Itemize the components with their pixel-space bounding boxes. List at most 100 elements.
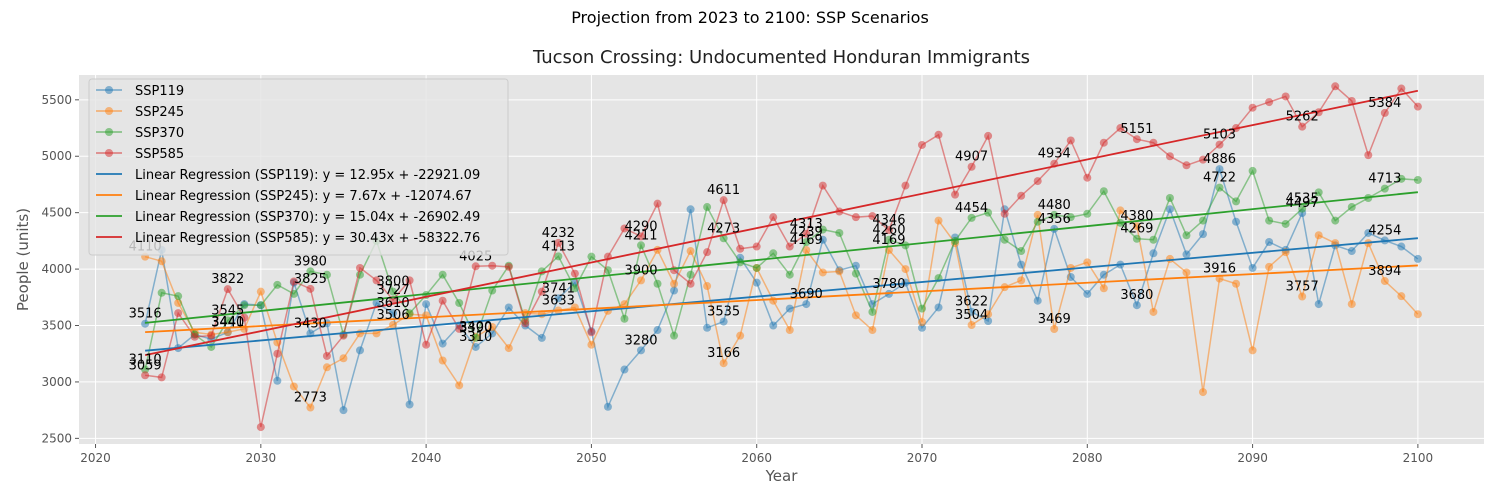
data-point bbox=[918, 323, 926, 332]
data-point bbox=[851, 269, 860, 278]
y-tick-label: 4000 bbox=[41, 262, 72, 276]
data-point bbox=[1248, 103, 1257, 112]
data-point bbox=[802, 229, 811, 238]
data-point bbox=[1347, 300, 1356, 309]
data-point bbox=[703, 248, 712, 257]
data-point bbox=[1331, 216, 1340, 225]
data-point bbox=[223, 285, 232, 294]
data-point bbox=[1413, 310, 1422, 319]
data-point bbox=[471, 262, 480, 271]
data-annotation: 3980 bbox=[294, 254, 327, 269]
data-point bbox=[1265, 262, 1274, 271]
data-point bbox=[1248, 166, 1257, 175]
chart-title: Tucson Crossing: Undocumented Honduran I… bbox=[532, 47, 1030, 68]
data-point bbox=[322, 351, 331, 360]
data-point bbox=[785, 270, 794, 279]
legend-label: Linear Regression (SSP585): y = 30.43x +… bbox=[135, 231, 480, 246]
data-annotation: 3390 bbox=[459, 321, 492, 336]
data-point bbox=[653, 326, 662, 335]
data-point bbox=[736, 331, 745, 340]
data-point bbox=[1033, 177, 1042, 186]
data-point bbox=[603, 402, 612, 411]
legend-marker bbox=[105, 149, 113, 157]
data-point bbox=[884, 235, 893, 244]
data-point bbox=[521, 319, 530, 328]
x-tick-label: 2100 bbox=[1403, 451, 1434, 465]
data-point bbox=[1116, 206, 1125, 215]
data-point bbox=[1182, 250, 1191, 259]
data-point bbox=[240, 301, 249, 310]
data-point bbox=[174, 292, 183, 301]
data-annotation: 4169 bbox=[872, 233, 905, 248]
x-axis-label: Year bbox=[765, 467, 799, 485]
data-point bbox=[1265, 238, 1274, 247]
data-point bbox=[405, 400, 414, 409]
x-tick-label: 2020 bbox=[80, 451, 111, 465]
data-point bbox=[537, 333, 546, 342]
data-point bbox=[1149, 249, 1158, 258]
data-point bbox=[1066, 136, 1075, 145]
data-point bbox=[967, 321, 976, 330]
data-point bbox=[256, 301, 265, 310]
data-point bbox=[422, 300, 431, 309]
data-annotation: 4356 bbox=[1038, 212, 1071, 227]
y-tick-label: 4500 bbox=[41, 206, 72, 220]
data-point bbox=[719, 317, 728, 326]
data-point bbox=[306, 284, 315, 293]
data-annotation: 4269 bbox=[1120, 222, 1153, 237]
data-point bbox=[802, 238, 811, 247]
x-tick-label: 2050 bbox=[576, 451, 607, 465]
data-point bbox=[273, 280, 282, 289]
data-point bbox=[554, 252, 563, 261]
data-annotation: 5262 bbox=[1286, 110, 1319, 125]
data-point bbox=[1017, 260, 1026, 269]
data-point bbox=[1116, 124, 1125, 133]
legend-label: SSP245 bbox=[135, 105, 184, 120]
data-point bbox=[703, 203, 712, 212]
legend-marker bbox=[105, 128, 113, 136]
data-point bbox=[455, 298, 464, 307]
data-point bbox=[1314, 300, 1323, 309]
data-point bbox=[1298, 204, 1307, 213]
data-annotation: 3430 bbox=[294, 316, 327, 331]
data-point bbox=[1165, 254, 1174, 263]
data-annotation: 3757 bbox=[1286, 280, 1319, 295]
data-annotation: 4113 bbox=[542, 239, 575, 254]
data-point bbox=[1083, 258, 1092, 267]
data-annotation: 3506 bbox=[377, 308, 410, 323]
figure-suptitle: Projection from 2023 to 2100: SSP Scenar… bbox=[571, 8, 929, 27]
data-annotation: 3741 bbox=[542, 281, 575, 296]
data-point bbox=[504, 344, 513, 353]
data-point bbox=[703, 323, 712, 332]
data-annotation: 4454 bbox=[955, 201, 988, 216]
data-point bbox=[1132, 135, 1141, 144]
data-point bbox=[157, 288, 166, 297]
data-point bbox=[1132, 234, 1141, 243]
data-point bbox=[818, 235, 827, 244]
data-point bbox=[1314, 231, 1323, 240]
data-annotation: 3535 bbox=[707, 305, 740, 320]
data-point bbox=[1397, 242, 1406, 251]
legend-label: SSP370 bbox=[135, 126, 184, 141]
data-annotation: 4346 bbox=[872, 213, 905, 228]
data-point bbox=[1199, 388, 1207, 397]
data-annotation: 3680 bbox=[1120, 288, 1153, 303]
data-point bbox=[1364, 228, 1373, 237]
data-point bbox=[967, 162, 976, 171]
data-point bbox=[736, 244, 745, 253]
data-point bbox=[1132, 301, 1141, 310]
data-point bbox=[1413, 102, 1422, 111]
data-point bbox=[488, 261, 497, 270]
data-point bbox=[339, 406, 348, 415]
data-point bbox=[620, 224, 629, 233]
data-point bbox=[1347, 203, 1356, 212]
data-point bbox=[372, 298, 381, 307]
data-annotation: 4232 bbox=[542, 226, 575, 241]
data-annotation: 4886 bbox=[1203, 152, 1236, 167]
data-point bbox=[1265, 216, 1274, 225]
data-annotation: 4239 bbox=[790, 225, 823, 240]
data-point bbox=[1215, 183, 1224, 192]
x-tick-label: 2090 bbox=[1237, 451, 1268, 465]
